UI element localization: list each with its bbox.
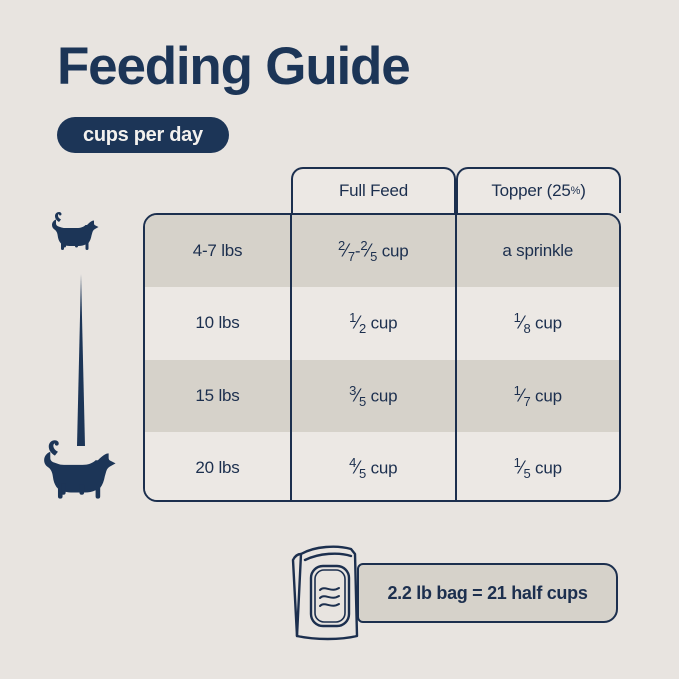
column-header-topper-tail: ) [580,181,586,200]
unit-label: cup [535,314,562,333]
fraction-separator: - [354,241,361,261]
cell-full-feed: 4⁄5 cup [290,431,454,500]
fraction-denominator: 5 [359,465,367,481]
fraction-numerator: 1 [349,310,357,326]
cups-per-day-badge: cups per day [57,117,229,153]
badge-label: cups per day [83,123,203,146]
fraction-denominator: 7 [347,249,355,265]
unit-label: cup [370,386,398,406]
table-row: 20 lbs 4⁄5 cup 1⁄5 cup [145,431,619,500]
table-body: 4-7 lbs 2⁄7-2⁄5 cup a sprinkle 10 lbs 1⁄… [143,213,621,502]
bag-yield-banner: 2.2 lb bag = 21 half cups [357,563,618,623]
cell-full-feed: 3⁄5 cup [290,359,454,432]
fraction-denominator: 2 [359,321,367,337]
cell-weight: 20 lbs [195,457,240,477]
column-header-topper-label: Topper (25 [491,181,571,200]
column-header-topper-percent: % [570,185,581,197]
feeding-table: Full Feed Topper (25%) 4-7 lbs 2⁄7-2⁄5 c… [143,167,621,502]
fraction-numerator-2: 2 [360,238,368,254]
cat-silhouette-large-icon [38,440,124,507]
fraction-denominator: 5 [523,465,531,481]
cell-topper: 1⁄8 cup [454,287,619,360]
column-header-full-feed: Full Feed [291,167,456,213]
table-header-row: Full Feed Topper (25%) [143,167,621,213]
unit-label: cup [381,241,409,261]
unit-label: cup [370,458,398,478]
fraction-numerator: 2 [337,238,346,254]
cell-topper: 1⁄7 cup [454,359,619,432]
fraction-numerator: 1 [513,310,521,326]
cell-topper: 1⁄5 cup [454,431,619,500]
page-title: Feeding Guide [57,37,411,96]
growth-wedge-icon [74,274,88,451]
unit-label: cup [535,458,562,478]
pet-food-bag-icon [281,540,373,651]
cell-full-feed: 2⁄7-2⁄5 cup [290,215,454,288]
cell-weight: 10 lbs [195,313,240,333]
cell-full-feed: 1⁄2 cup [290,287,454,360]
cell-topper: a sprinkle [454,215,619,288]
fraction-numerator: 1 [513,382,521,398]
cat-growth-illustration [36,212,136,512]
fraction-numerator: 1 [513,454,521,470]
cell-weight: 15 lbs [195,385,240,405]
table-row: 15 lbs 3⁄5 cup 1⁄7 cup [145,359,619,432]
bag-yield-label: 2.2 lb bag = 21 half cups [387,582,588,603]
cat-silhouette-small-icon [48,212,104,257]
fraction-denominator: 5 [359,393,367,409]
cell-weight: 4-7 lbs [192,241,243,261]
fraction-denominator: 8 [523,321,531,337]
fraction-numerator: 3 [349,382,357,398]
table-row: 10 lbs 1⁄2 cup 1⁄8 cup [145,287,619,360]
unit-label: cup [370,314,398,333]
bag-yield-section: 2.2 lb bag = 21 half cups [281,540,626,650]
unit-label: cup [535,386,562,406]
column-header-full-feed-label: Full Feed [338,181,409,200]
header-spacer-cell [143,167,291,213]
fraction-numerator: 4 [349,454,357,470]
column-header-topper: Topper (25%) [456,167,621,213]
fraction-denominator-2: 5 [370,249,378,265]
fraction-denominator: 7 [523,393,531,409]
table-row: 4-7 lbs 2⁄7-2⁄5 cup a sprinkle [145,215,619,288]
